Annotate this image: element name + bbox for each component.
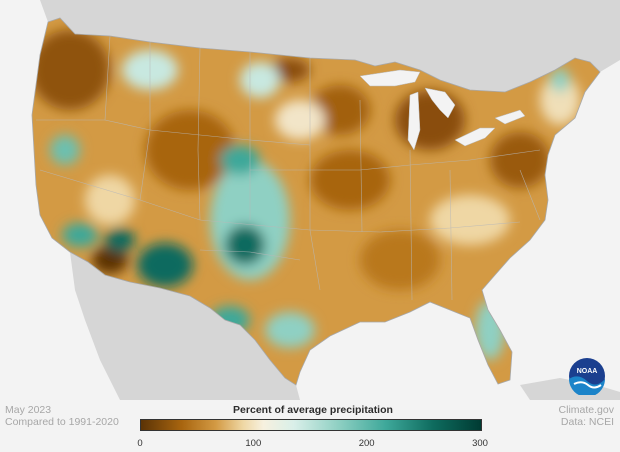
legend-color-bar bbox=[140, 419, 482, 431]
data-source: Data: NCEI bbox=[560, 416, 614, 428]
legend-title: Percent of average precipitation bbox=[233, 404, 393, 416]
source-site: Climate.gov bbox=[558, 404, 614, 416]
baja-land bbox=[75, 262, 128, 392]
legend-tick-200: 200 bbox=[358, 438, 375, 449]
noaa-logo-text: NOAA bbox=[577, 368, 598, 375]
legend-tick-300: 300 bbox=[472, 438, 488, 449]
us-outline bbox=[31, 17, 601, 386]
precipitation-map bbox=[0, 0, 620, 400]
legend-tick-100: 100 bbox=[245, 438, 262, 449]
noaa-logo-icon: NOAA bbox=[569, 358, 605, 395]
footer-right: Climate.gov Data: NCEI bbox=[559, 404, 614, 428]
legend: Percent of average precipitation 0 100 2… bbox=[137, 404, 488, 452]
state-borders bbox=[36, 35, 541, 301]
baseline-period: Compared to 1991-2020 bbox=[5, 416, 119, 428]
canada-land bbox=[0, 0, 620, 92]
footer-left: May 2023 Compared to 1991-2020 bbox=[5, 404, 119, 428]
map-date: May 2023 bbox=[5, 404, 52, 416]
legend-tick-0: 0 bbox=[137, 438, 143, 449]
mexico-land bbox=[70, 252, 300, 400]
legend-ticks: 0 100 200 300 bbox=[137, 438, 488, 452]
great-lakes bbox=[359, 69, 526, 151]
